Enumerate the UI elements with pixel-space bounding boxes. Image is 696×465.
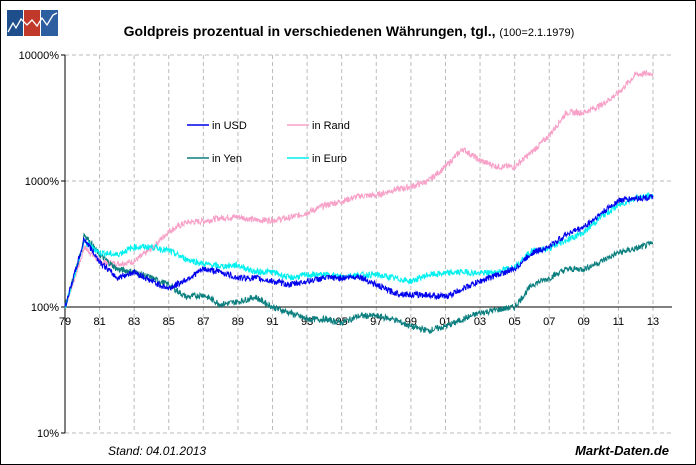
y-tick-label: 1000%: [25, 176, 59, 188]
series-line-in-yen: [64, 232, 654, 335]
x-tick-label: 81: [93, 316, 105, 328]
chart-title: Goldpreis prozentual in verschiedenen Wä…: [1, 23, 695, 39]
x-tick-label: 11: [613, 316, 624, 328]
legend-label: in Euro: [312, 153, 347, 165]
x-tick-label: 89: [232, 316, 244, 328]
brand-label: Markt-Daten.de: [575, 443, 669, 458]
x-tick-label: 05: [509, 316, 521, 328]
y-tick-label: 10000%: [19, 50, 60, 62]
logo: [7, 10, 58, 36]
x-tick-label: 03: [474, 316, 486, 328]
stand-date: Stand: 04.01.2013: [108, 444, 207, 458]
x-tick-label: 97: [370, 316, 382, 328]
x-tick-label: 09: [578, 316, 590, 328]
title-text: Goldpreis prozentual in verschiedenen Wä…: [123, 23, 496, 39]
legend-label: in Yen: [212, 153, 242, 165]
logo-block-1: [7, 10, 23, 36]
x-tick-label: 91: [266, 316, 278, 328]
logo-zigzag: [7, 12, 58, 33]
x-tick-label: 87: [197, 316, 209, 328]
x-tick-label: 13: [647, 316, 659, 328]
series-line-in-euro: [64, 191, 654, 309]
series-line-in-usd: [64, 194, 654, 308]
legend-label: in Rand: [312, 120, 350, 132]
chart-subtitle: (100=2.1.1979): [499, 27, 575, 39]
logo-block-2: [24, 10, 40, 36]
series-line-in-rand: [64, 69, 654, 308]
logo-block-3: [41, 10, 58, 36]
y-tick-label: 100%: [31, 302, 59, 314]
x-tick-label: 07: [543, 316, 555, 328]
x-tick-label: 83: [128, 316, 140, 328]
x-tick-label: 85: [163, 316, 175, 328]
y-tick-label: 10%: [37, 428, 59, 440]
legend-label: in USD: [212, 120, 247, 132]
